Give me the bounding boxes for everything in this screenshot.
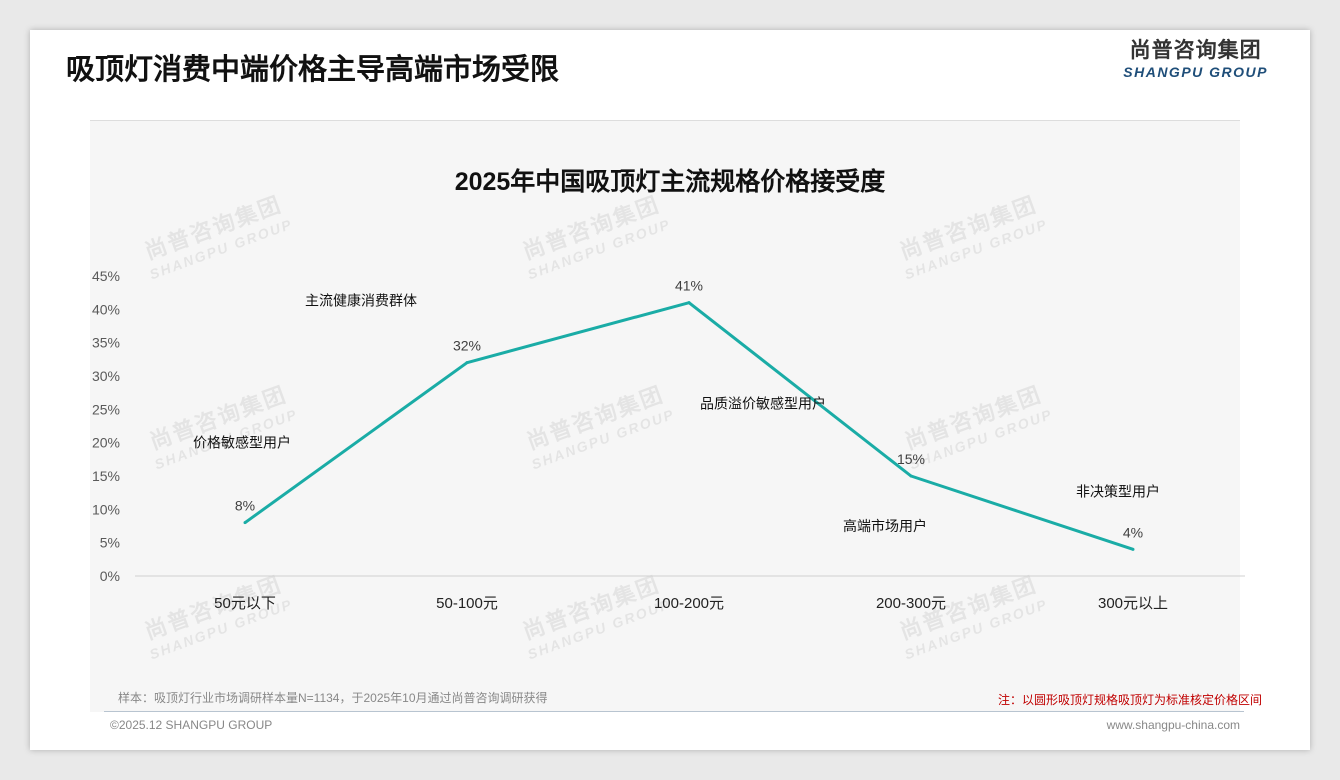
data-point [1131, 547, 1135, 551]
chart-title: 2025年中国吸顶灯主流规格价格接受度 [454, 168, 886, 196]
content-area [90, 120, 1240, 712]
x-tick-label: 100-200元 [654, 595, 724, 612]
logo-cn: 尚普咨询集团 [1129, 39, 1262, 62]
y-tick-label: 0% [100, 568, 120, 584]
data-point [243, 521, 247, 525]
annotation: 品质溢价敏感型用户 [700, 396, 826, 412]
data-point [909, 474, 913, 478]
data-label: 32% [453, 338, 481, 354]
x-tick-label: 200-300元 [876, 595, 946, 612]
data-label: 4% [1123, 524, 1143, 540]
y-tick-label: 35% [92, 335, 120, 351]
data-label: 15% [897, 451, 925, 467]
y-tick-label: 5% [100, 535, 120, 551]
logo-en: SHANGPU GROUP [1123, 64, 1268, 80]
annotation: 价格敏感型用户 [193, 435, 291, 451]
y-tick-label: 25% [92, 401, 120, 417]
data-label: 41% [675, 278, 703, 294]
y-tick-label: 40% [92, 301, 120, 317]
page-title: 吸顶灯消费中端价格主导高端市场受限 [66, 54, 560, 86]
y-tick-label: 10% [92, 501, 120, 517]
data-point [465, 361, 469, 365]
data-point [687, 301, 691, 305]
footer-divider [104, 711, 1244, 712]
website: www.shangpu-china.com [1106, 718, 1240, 732]
header-divider [90, 120, 1240, 121]
x-tick-label: 50-100元 [436, 595, 498, 612]
x-tick-label: 300元以上 [1098, 595, 1168, 612]
y-tick-label: 30% [92, 368, 120, 384]
data-label: 8% [235, 498, 255, 514]
annotation: 非决策型用户 [1076, 483, 1160, 499]
red-note: 注：以圆形吸顶灯规格吸顶灯为标准核定价格区间 [997, 693, 1262, 707]
series-line [244, 301, 1134, 551]
annotation: 主流健康消费群体 [305, 293, 417, 309]
logo: 尚普咨询集团 SHANGPU GROUP [1123, 34, 1268, 80]
sample-note: 样本：吸顶灯行业市场调研样本量N=1134，于2025年10月通过尚普咨询调研获… [118, 691, 548, 705]
x-tick-label: 50元以下 [214, 595, 276, 612]
y-tick-label: 15% [92, 468, 120, 484]
y-tick-label: 45% [92, 268, 120, 284]
annotation: 高端市场用户 [843, 518, 927, 534]
slide [30, 30, 1310, 750]
y-tick-label: 20% [92, 435, 120, 451]
copyright: ©2025.12 SHANGPU GROUP [110, 718, 273, 732]
